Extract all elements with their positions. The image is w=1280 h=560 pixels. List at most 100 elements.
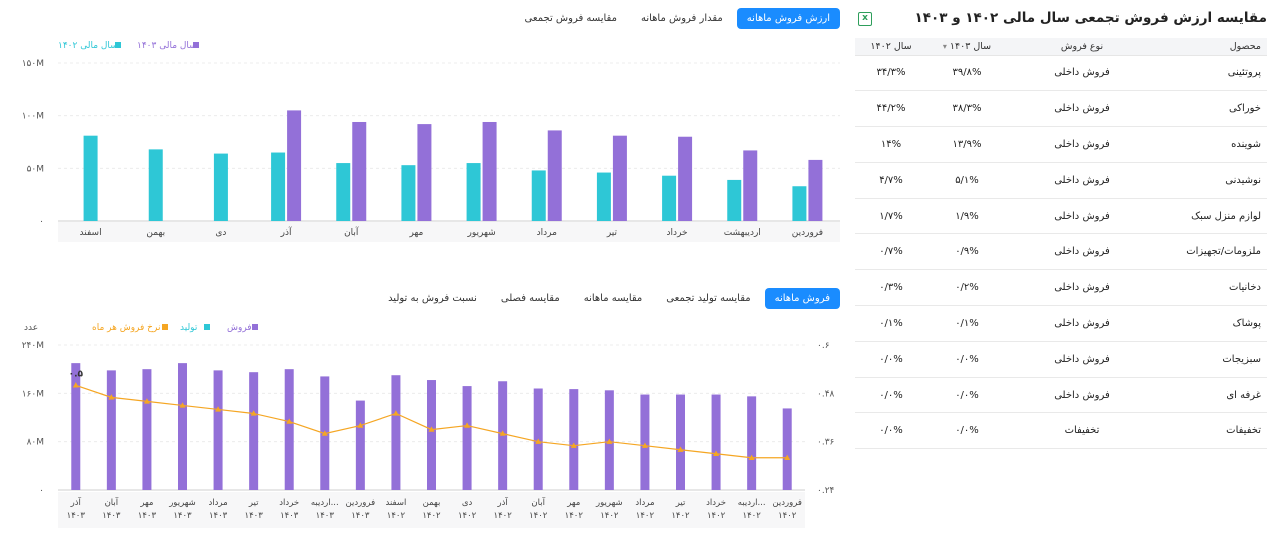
x-tick-label: فروردین [346,498,376,508]
bar-1403 [547,130,562,221]
cell-1402: ۴۴/۲% [855,90,927,128]
cell-1403: ۱۳/۹% [927,126,1007,163]
cell-1403: ۰/۹% [927,233,1007,271]
x-tick-label: شهریور [168,498,196,508]
x-axis-band [58,222,840,242]
cell-1403: ۰/۰% [927,341,1007,378]
cell-sale-type: فروش داخلی [1007,90,1157,128]
bar-sales [462,386,472,490]
bar-sales [427,380,436,490]
x-tick-label: مرداد [208,498,227,508]
excel-icon[interactable]: x [858,12,872,26]
rate-point [784,454,791,460]
column-header-1403[interactable]: سال ۱۴۰۳▾ [927,38,1007,56]
bar-sales [284,369,294,490]
x-tick-label: دی [215,228,226,238]
rate-point [535,438,542,444]
cell-1403: ۳۸/۳% [927,90,1007,128]
rate-point [321,430,328,436]
cell-1402: ۰/۰% [855,341,927,378]
x-tick-label: مهر [566,498,580,508]
y2-tick-label: ۰.۴۸ [817,389,835,399]
bar-1402 [271,152,286,221]
cell-product: شوینده [1157,126,1267,163]
bar-1403 [482,121,497,221]
cell-product: سبزیجات [1157,341,1267,378]
table-row: نوشیدنی فروش داخلی ۵/۱% ۴/۷% [855,162,1267,199]
rate-point [641,442,648,448]
x-tick-label: اسفند [80,228,102,238]
table-row: دخانیات فروش داخلی ۰/۲% ۰/۳% [855,269,1267,307]
tab-top-0[interactable]: ارزش فروش ماهانه [736,8,840,29]
column-header-sale-type[interactable]: نوع فروش [1007,38,1157,56]
rate-point [108,394,115,400]
legend-marker-production [204,324,210,330]
tab-bottom-1[interactable]: مقایسه تولید تجمعی [666,293,751,304]
x-tick-label: خرداد [706,498,726,508]
rate-point [713,450,720,456]
x-tick-label: اسفند [386,498,407,508]
x-tick-label-year: ۱۴۰۳ [316,511,335,521]
bar-1402 [727,179,742,221]
cell-1403: ۰/۱% [927,305,1007,342]
legend: فروش تولید نرخ فروش هر ماه [92,323,258,333]
x-tick-label: تیر [248,498,259,508]
bar-sales [71,363,81,490]
cell-sale-type: فروش داخلی [1007,126,1157,163]
x-tick-label-year: ۱۴۰۳ [245,511,264,521]
bar-1402 [662,175,677,221]
bar-sales [355,400,365,490]
column-header-product[interactable]: محصول [1157,38,1267,56]
table-row: ملزومات/تجهیزات فروش داخلی ۰/۹% ۰/۷% [855,233,1267,271]
x-tick-label-year: ۱۴۰۲ [636,511,655,521]
table-row: پروتئینی فروش داخلی ۳۹/۸% ۳۴/۳% [855,55,1267,92]
bar-sales [676,394,685,490]
cell-1402: ۰/۰% [855,412,927,450]
tab-bottom-2[interactable]: مقایسه ماهانه [583,293,643,304]
tab-bottom-0[interactable]: فروش ماهانه [764,288,840,309]
tab-top-1[interactable]: مقدار فروش ماهانه [640,13,723,24]
cell-1402: ۰/۱% [855,305,927,342]
bar-sales [782,408,792,490]
x-tick-label: مهر [139,498,153,508]
panel-title: مقایسه ارزش فروش تجمعی سال مالی ۱۴۰۲ و ۱… [914,10,1267,26]
x-tick-label-year: ۱۴۰۳ [138,511,157,521]
legend-label-production: تولید [180,323,198,333]
rate-point [499,430,506,436]
x-tick-label: خرداد [667,228,688,238]
cell-1402: ۴/۷% [855,162,927,199]
cell-product: غرفه ای [1157,377,1267,414]
y-tick-label: ۱۶۰M [22,389,44,399]
cell-sale-type: فروش داخلی [1007,233,1157,271]
bar-sales [569,389,579,490]
tab-bottom-3[interactable]: مقایسه فصلی [500,293,560,304]
y-tick-label: ۰ [39,486,44,496]
x-tick-label-year: ۱۴۰۲ [387,511,406,521]
column-header-1402[interactable]: سال ۱۴۰۲ [855,38,927,56]
tab-bottom-4[interactable]: نسبت فروش به تولید [388,293,477,304]
x-tick-label: آبان [344,226,359,238]
y2-tick-label: ۰.۶ [817,341,830,351]
bar-sales [747,396,757,490]
x-axis-band [58,492,805,528]
tab-top-2[interactable]: مقایسه فروش تجمعی [524,13,617,24]
y-tick-label: ۵۰M [27,164,44,174]
rate-point [215,406,222,412]
y-tick-label: ۸۰M [27,438,44,448]
cumulative-comparison-panel: مقایسه ارزش فروش تجمعی سال مالی ۱۴۰۲ و ۱… [855,0,1267,560]
comparison-table: محصول نوع فروش سال ۱۴۰۳▾ سال ۱۴۰۲ پروتئی… [855,38,1267,450]
cell-1403: ۳۹/۸% [927,55,1007,92]
x-tick-label: تیر [606,228,618,238]
x-tick-label-year: ۱۴۰۲ [707,511,726,521]
rate-point [286,418,293,424]
cell-sale-type: فروش داخلی [1007,269,1157,307]
legend-marker-rate [162,324,168,330]
sort-chevron-down-icon[interactable]: ▾ [942,41,947,51]
x-tick-label: بهمن [423,498,441,508]
bar-sales [213,370,223,490]
table-row: سبزیجات فروش داخلی ۰/۰% ۰/۰% [855,341,1267,378]
x-tick-label-year: ۱۴۰۲ [529,511,548,521]
x-tick-label: آذر [280,226,292,238]
bar-sales [391,375,401,490]
bar-1402 [596,172,611,221]
